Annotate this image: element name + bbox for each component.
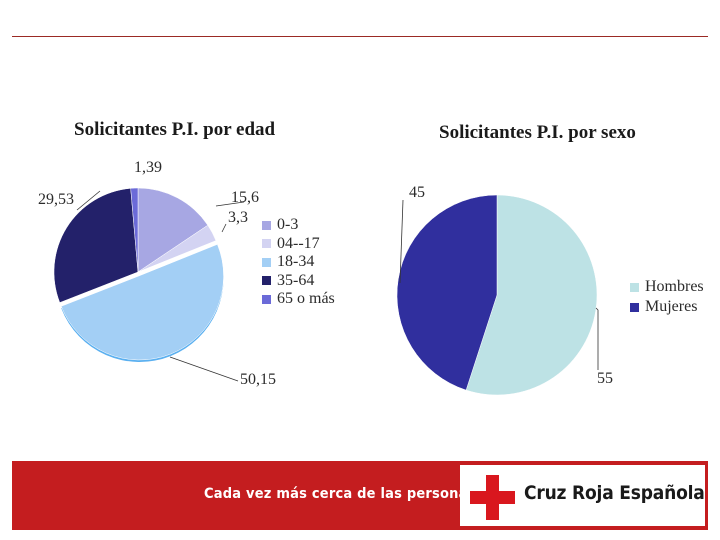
age-legend-item: 65 o más <box>262 290 335 309</box>
sex-leader-line <box>595 307 599 370</box>
sex-leader-line <box>399 199 404 284</box>
sex-legend-item: Hombres <box>630 277 704 297</box>
age-legend-item: 35-64 <box>262 272 335 291</box>
footer-slogan: Cada vez más cerca de las personas <box>204 486 476 502</box>
age-chart-title: Solicitantes P.I. por edad <box>74 119 276 140</box>
sex-data-label: 45 <box>409 184 425 201</box>
age-slice-0-3 <box>137 187 209 273</box>
age-legend-item: 0-3 <box>262 216 335 235</box>
legend-label: 04--17 <box>277 234 320 252</box>
footer-banner: Cada vez más cerca de las personas Cruz … <box>12 461 708 530</box>
age-legend: 0-3 04--17 18-34 35-64 65 o más <box>262 216 335 309</box>
age-leader-line <box>76 190 101 211</box>
legend-label: Mujeres <box>645 298 698 315</box>
age-data-label: 29,53 <box>38 191 74 208</box>
age-slice-65-o-m-s <box>130 187 139 273</box>
legend-label: 0-3 <box>277 216 299 234</box>
legend-swatch <box>262 220 271 230</box>
legend-swatch <box>262 239 271 249</box>
brand-name: Cruz Roja Española <box>524 482 705 504</box>
age-data-label: 15,6 <box>231 189 259 206</box>
sex-legend-item: Mujeres <box>630 297 704 317</box>
age-slice-35-64 <box>53 188 139 303</box>
age-leader-line <box>221 223 227 233</box>
age-data-label: 1,39 <box>134 159 162 176</box>
legend-swatch <box>630 302 639 312</box>
legend-swatch <box>262 276 271 286</box>
brand-logo: Cruz Roja Española <box>460 465 705 526</box>
sex-slice-mujeres <box>396 194 498 391</box>
legend-swatch <box>262 257 271 267</box>
legend-label: 18-34 <box>277 253 315 271</box>
age-slice-04-17 <box>137 224 217 273</box>
legend-label: Hombres <box>645 278 704 295</box>
legend-label: 65 o más <box>277 290 335 308</box>
legend-swatch <box>262 294 271 304</box>
age-legend-item: 04--17 <box>262 235 335 254</box>
top-divider <box>12 36 708 37</box>
sex-chart-title: Solicitantes P.I. por sexo <box>439 122 636 143</box>
age-leader-line <box>215 201 245 207</box>
legend-label: 35-64 <box>277 271 315 289</box>
age-slice-18-34 <box>60 244 224 361</box>
age-legend-item: 18-34 <box>262 253 335 272</box>
legend-swatch <box>630 282 639 292</box>
age-data-label: 3,3 <box>228 209 248 226</box>
age-data-label: 50,15 <box>240 371 276 388</box>
sex-legend: Hombres Mujeres <box>630 277 704 317</box>
sex-slice-hombres <box>465 194 598 396</box>
sex-data-label: 55 <box>597 370 613 387</box>
age-leader-line <box>169 356 239 382</box>
